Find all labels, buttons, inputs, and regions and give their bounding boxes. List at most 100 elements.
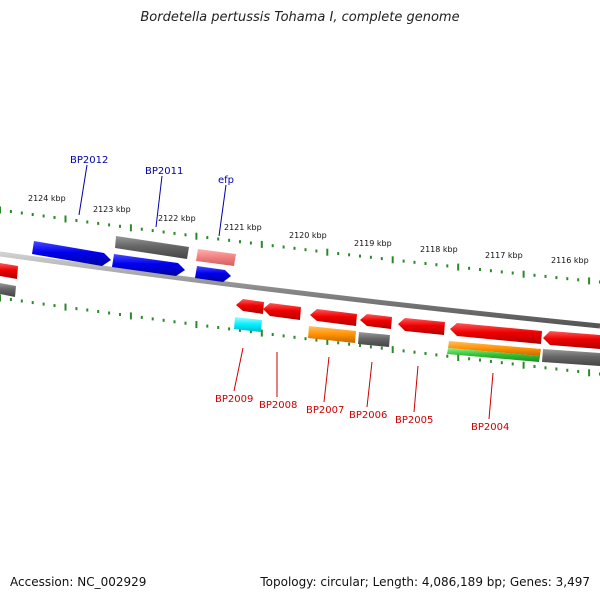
minor-tick [184,233,187,237]
minor-tick [9,298,12,301]
minor-tick [31,301,34,305]
minor-tick [20,299,23,303]
gene-feature[interactable] [542,349,600,366]
kbp-label: 2123 kbp [93,205,131,214]
major-tick [588,369,591,377]
major-tick [260,240,263,248]
minor-tick [380,346,383,350]
minor-tick [217,326,220,329]
minor-tick [315,338,318,342]
major-tick [129,312,132,320]
minor-tick [479,268,481,271]
outer-tick-ring [0,206,600,285]
kbp-label: 2116 kbp [551,256,589,265]
minor-tick [304,337,307,341]
minor-tick [249,241,252,245]
minor-tick [140,227,143,231]
gene-feature[interactable] [398,318,445,335]
gene-feature[interactable] [360,314,392,329]
gene-feature[interactable] [0,263,18,279]
minor-tick [380,257,383,261]
major-tick [588,277,591,285]
minor-tick [402,349,405,353]
minor-tick [566,368,569,372]
gene-feature[interactable] [450,323,542,344]
minor-tick [9,210,12,213]
minor-tick [489,359,492,363]
minor-tick [369,345,372,349]
gene-label-bp2012[interactable]: BP2012 [70,155,108,166]
minor-tick [108,311,111,315]
label-leader [155,175,163,228]
minor-tick [424,262,427,265]
major-tick [326,337,329,345]
reverse-gene-labels: BP2009 BP2008 BP2007 BP2006 BP2005 BP200… [215,394,509,433]
minor-tick [271,244,274,248]
gene-label-bp2005[interactable]: BP2005 [395,415,433,426]
gene-label-bp2004[interactable]: BP2004 [471,422,509,433]
gene-feature[interactable] [0,283,16,297]
gene-feature[interactable] [447,348,540,362]
kbp-label: 2120 kbp [289,231,327,240]
kbp-label: 2118 kbp [420,245,458,254]
minor-tick [500,270,503,274]
forward-strand-genes [0,236,236,282]
minor-tick [479,358,481,362]
minor-tick [86,308,89,312]
kbp-label: 2121 kbp [224,223,262,232]
minor-tick [468,266,471,270]
minor-tick [42,302,45,306]
major-tick [64,215,67,223]
minor-tick [173,231,176,235]
minor-tick [151,317,154,321]
major-tick [64,303,67,311]
minor-tick [413,350,416,354]
minor-tick [162,230,165,234]
gene-feature[interactable] [308,326,356,343]
gene-label-efp[interactable]: efp [218,175,234,186]
major-tick [195,232,198,240]
minor-tick [424,352,427,355]
minor-tick [555,276,558,280]
genome-stats-text: Topology: circular; Length: 4,086,189 bp… [260,575,590,589]
genome-backbone [0,251,600,329]
gene-feature[interactable] [448,341,541,356]
minor-tick [119,313,121,316]
minor-tick [53,216,56,219]
gene-feature[interactable] [358,332,390,347]
gene-feature[interactable] [263,303,301,320]
gene-label-bp2007[interactable]: BP2007 [306,405,344,416]
reverse-label-leaders [233,347,494,420]
gene-feature[interactable] [543,331,600,349]
minor-tick [151,229,154,233]
minor-tick [293,335,296,339]
label-leader [78,164,88,216]
inner-tick-ring [0,294,600,377]
gene-feature[interactable] [196,249,236,266]
gene-feature[interactable] [195,266,231,282]
gene-label-bp2011[interactable]: BP2011 [145,166,183,177]
minor-tick [239,328,241,332]
minor-tick [75,219,78,222]
gene-feature[interactable] [115,236,189,259]
minor-tick [206,324,209,328]
minor-tick [435,353,438,357]
minor-tick [97,310,100,313]
gene-label-bp2006[interactable]: BP2006 [349,410,387,421]
gene-label-bp2008[interactable]: BP2008 [259,400,297,411]
label-leader [488,372,494,420]
gene-label-bp2009[interactable]: BP2009 [215,394,253,405]
minor-tick [42,214,45,218]
accession-text: Accession: NC_002929 [10,575,147,589]
gene-feature[interactable] [236,299,264,314]
gene-feature[interactable] [234,317,262,332]
minor-tick [249,330,252,334]
minor-tick [369,255,372,259]
kbp-label: 2117 kbp [485,251,523,260]
gene-feature[interactable] [32,241,111,266]
gene-feature[interactable] [112,254,185,276]
gene-feature[interactable] [310,309,357,326]
minor-tick [511,271,514,275]
label-leader [218,184,227,237]
